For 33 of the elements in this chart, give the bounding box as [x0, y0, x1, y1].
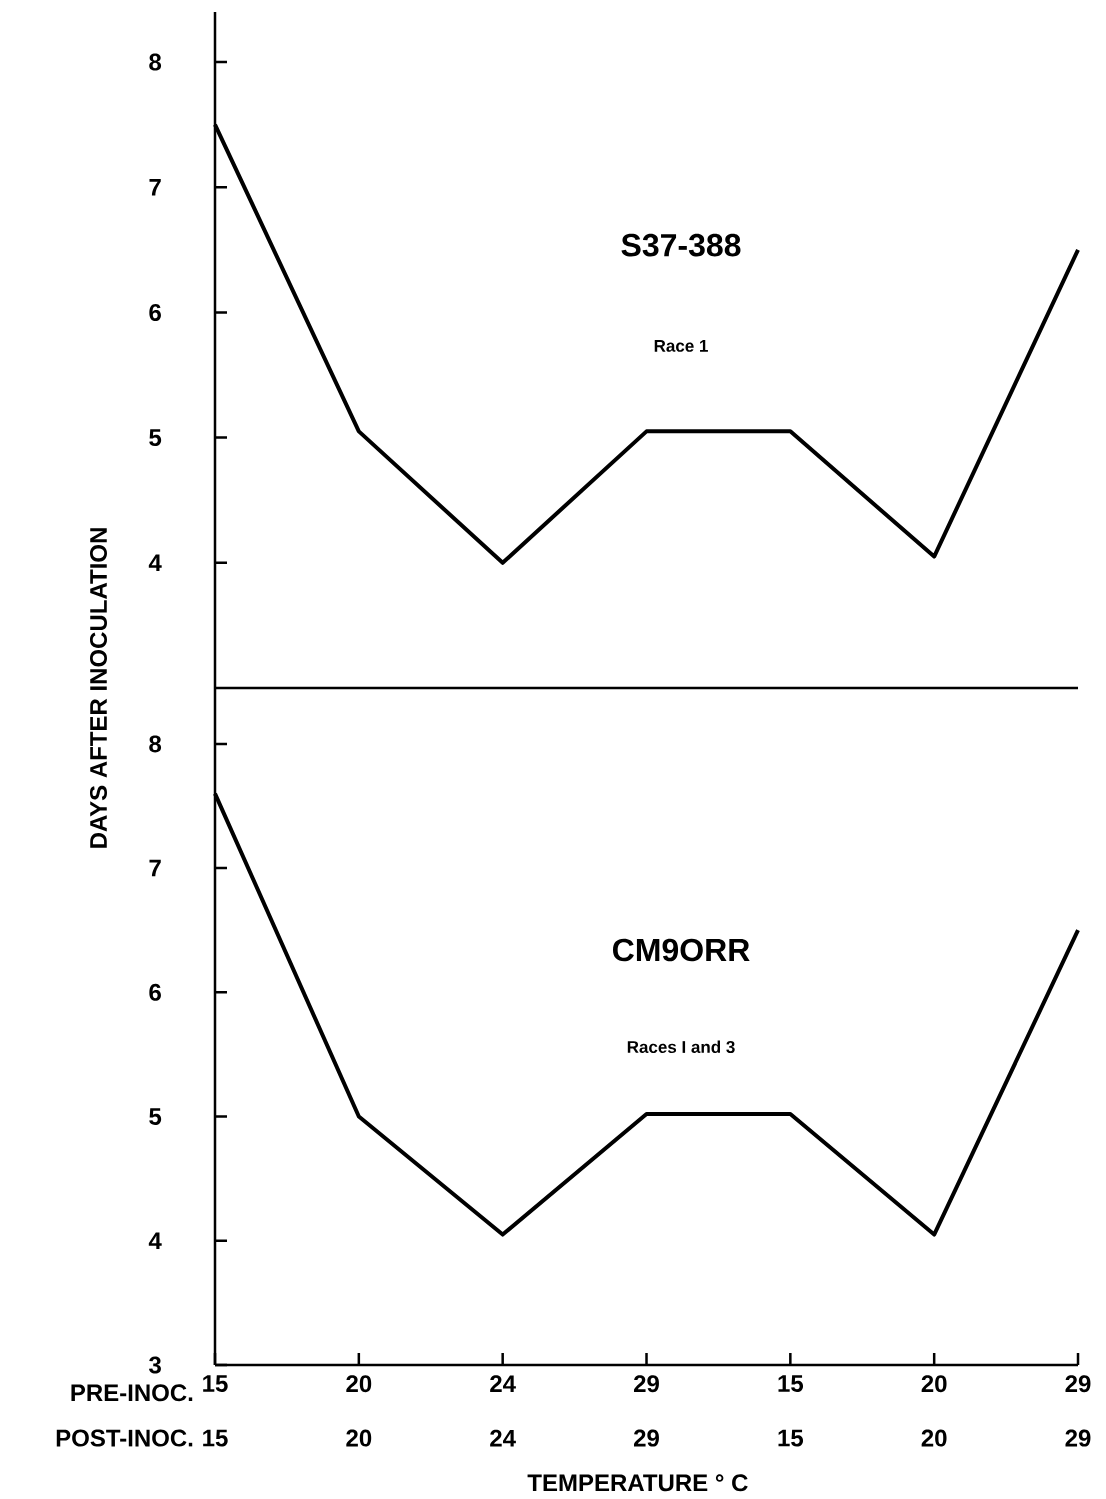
- text: Races I and 3: [627, 1040, 735, 1054]
- y-tick-label: 7: [149, 178, 161, 196]
- text: POST-INOC.: [56, 1429, 193, 1447]
- text: S37-388: [621, 233, 741, 257]
- x-tick-label: 15: [778, 1375, 804, 1392]
- text: 20: [346, 1429, 372, 1447]
- x-tick-label: 29: [633, 1375, 659, 1393]
- text: 15: [203, 1429, 228, 1447]
- y-tick-label: 8: [149, 53, 162, 71]
- y-tick-label: 3: [149, 1356, 161, 1374]
- x-tick-label: 20: [346, 1375, 372, 1393]
- y-tick-label: 4: [148, 554, 162, 572]
- y-axis-title: DAYS AFTER INOCULATION: [90, 528, 107, 848]
- y-tick-label: 5: [149, 1108, 162, 1125]
- y-tick-label: 5: [149, 429, 162, 446]
- text: 15: [778, 1429, 804, 1447]
- y-tick-label: 6: [149, 303, 161, 321]
- y-tick-label: 4: [148, 1232, 162, 1250]
- text: 29: [633, 1429, 659, 1447]
- y-tick-label: 7: [149, 859, 161, 877]
- y-tick-label: 6: [149, 983, 161, 1001]
- x-tick-label: 29: [1065, 1375, 1091, 1393]
- text: CM9ORR: [613, 938, 750, 962]
- text: PRE-INOC.: [71, 1384, 193, 1402]
- text: 20: [921, 1429, 947, 1447]
- y-tick-label: 8: [149, 735, 162, 753]
- x-tick-label: 24: [490, 1375, 516, 1392]
- x-tick-label: 15: [203, 1375, 228, 1392]
- text: 24: [490, 1429, 516, 1447]
- x-axis-title: TEMPERATURE ° C: [527, 1474, 748, 1492]
- text: Race 1: [654, 340, 708, 352]
- x-tick-label: 20: [921, 1375, 947, 1393]
- text: 29: [1065, 1429, 1091, 1447]
